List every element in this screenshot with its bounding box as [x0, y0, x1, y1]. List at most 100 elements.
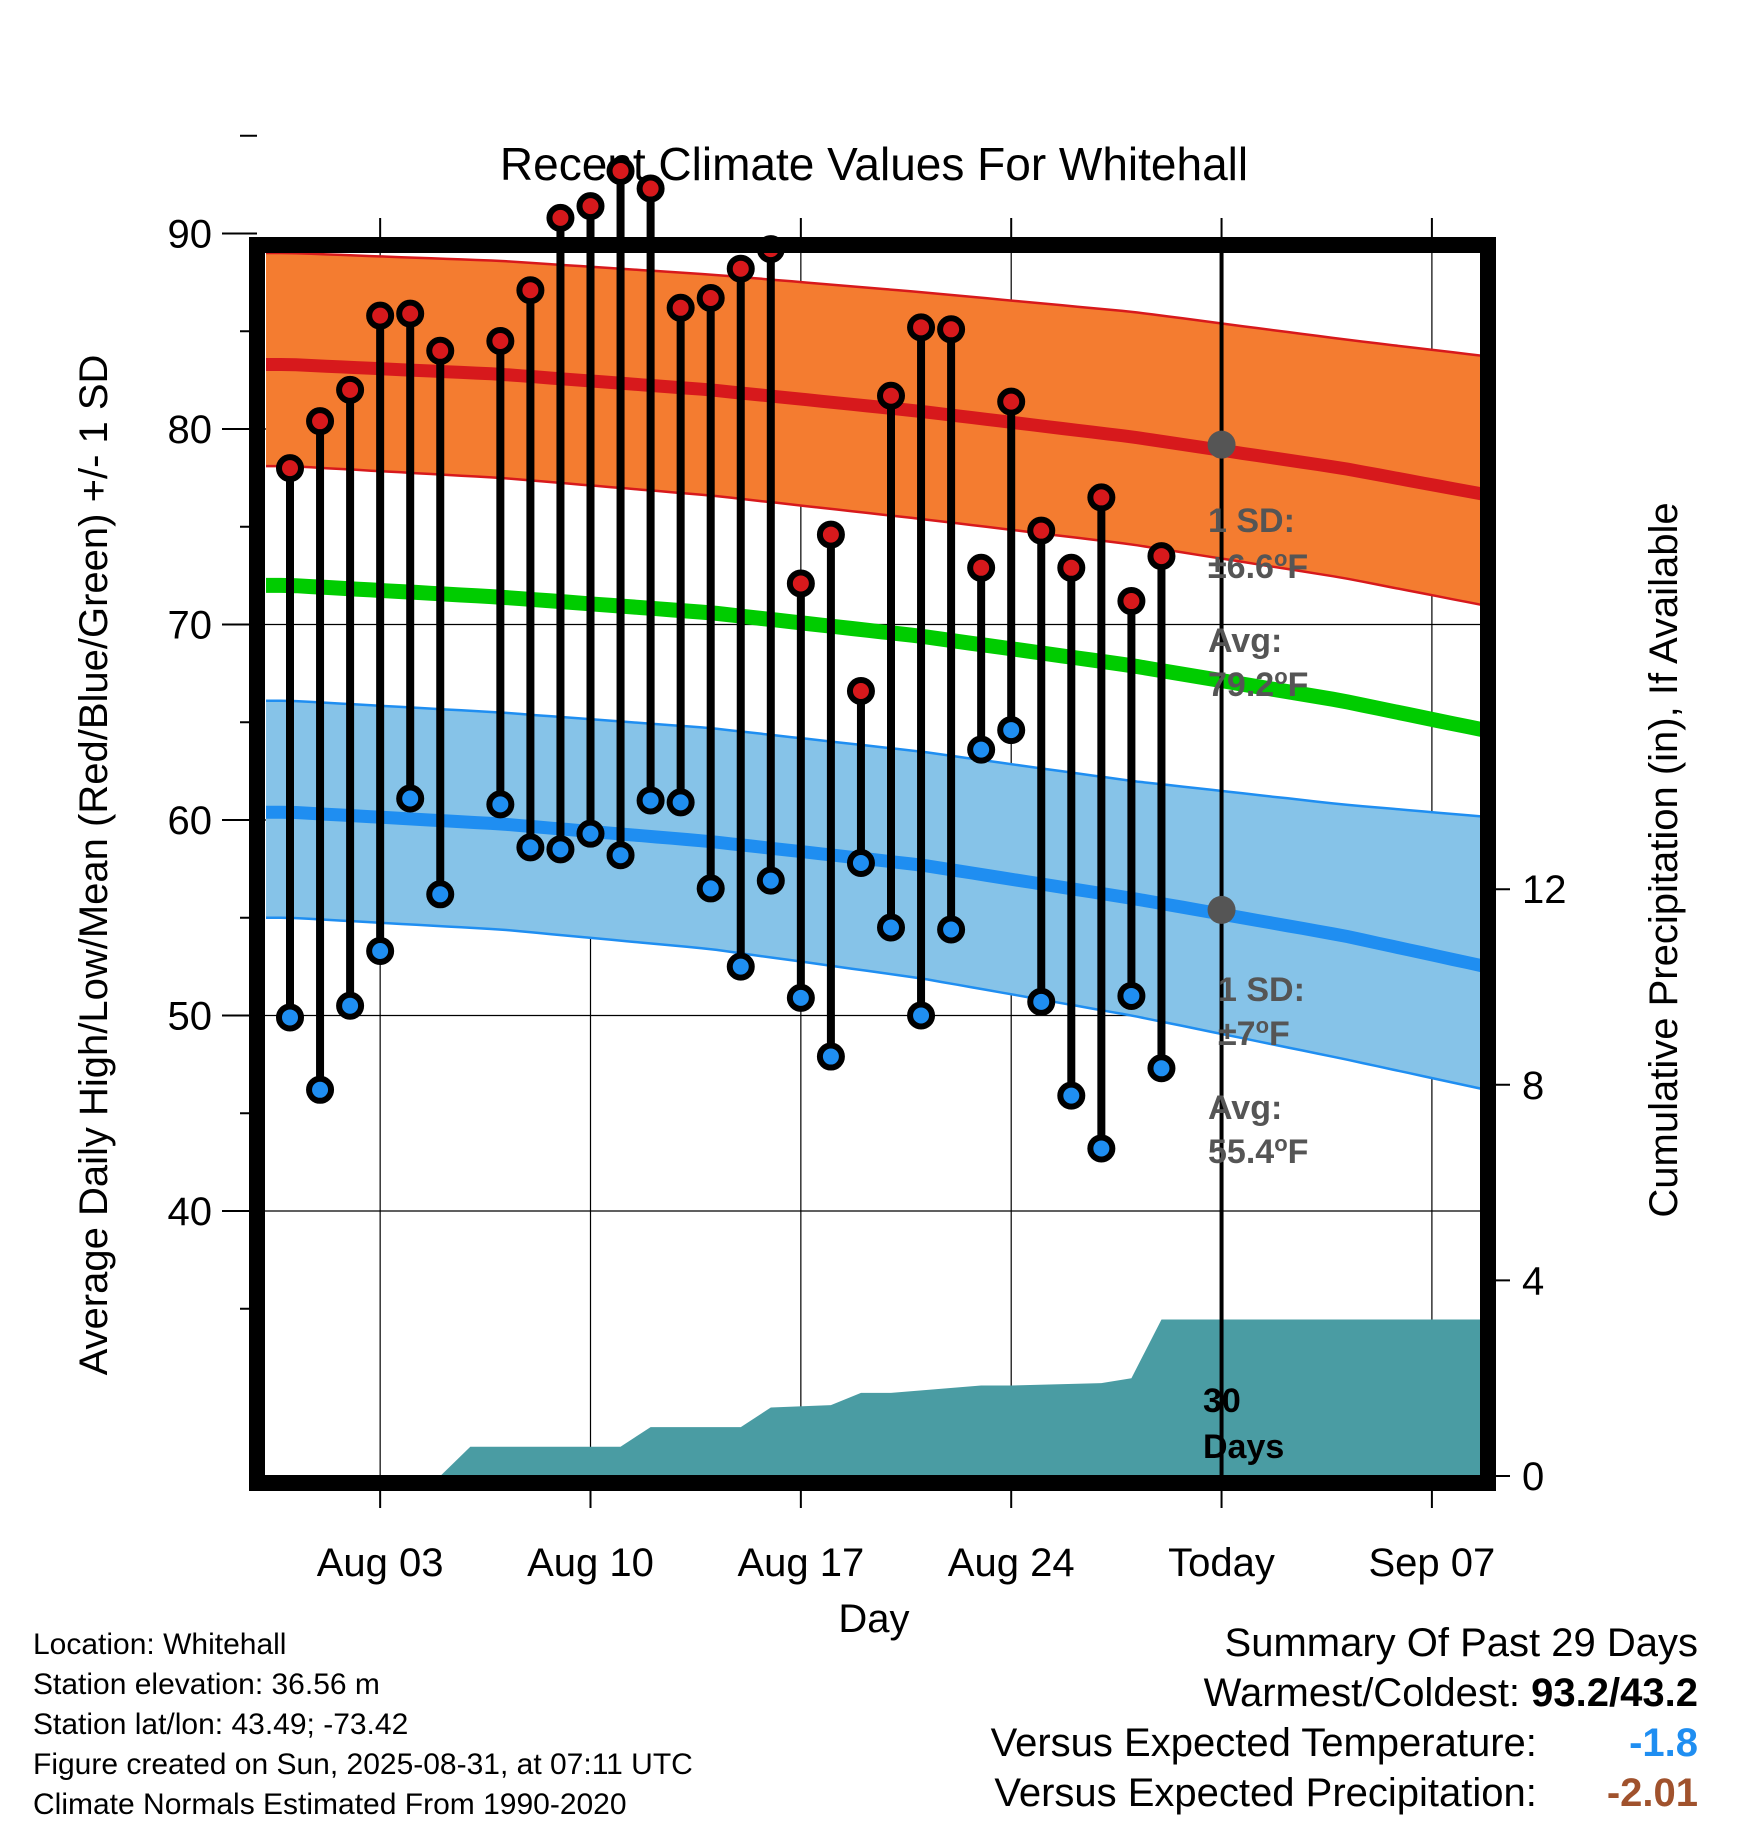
- x-tick-label: Aug 24: [948, 1541, 1075, 1585]
- daily-high-point: [937, 315, 966, 344]
- daily-low-point: [967, 735, 996, 764]
- daily-low-point: [396, 784, 425, 813]
- daily-low-point: [786, 983, 815, 1012]
- daily-marks: [276, 156, 1176, 1163]
- x-tick-label: Aug 10: [527, 1541, 654, 1585]
- daily-low-point: [276, 1003, 304, 1032]
- info-created: Figure created on Sun, 2025-08-31, at 07…: [33, 1748, 693, 1781]
- daily-high-point: [396, 299, 425, 328]
- y-axis-label: Average Daily High/Low/Mean (Red/Blue/Gr…: [72, 355, 116, 1376]
- daily-low-point: [877, 913, 905, 942]
- warm-cold-value: 93.2/43.2: [1531, 1671, 1698, 1715]
- daily-low-point: [1117, 981, 1146, 1010]
- plot-area: [264, 252, 1481, 1476]
- y2-tick-label: 12: [1522, 868, 1567, 912]
- daily-low-point: [516, 833, 545, 862]
- daily-high-point: [576, 192, 605, 221]
- info-normals: Climate Normals Estimated From 1990-2020: [33, 1788, 627, 1821]
- station-info: Location: Whitehall Station elevation: 3…: [33, 1625, 693, 1825]
- daily-high-point: [306, 407, 335, 436]
- daily-high-point: [967, 553, 996, 582]
- daily-high-point: [877, 381, 905, 410]
- annotations: 1 SD: ±6.6oF Avg: 79.2oF 1 SD: ±7oF Avg: 55.4oF…: [1203, 430, 1308, 1466]
- x-tick-label: Aug 03: [317, 1541, 444, 1585]
- high-avg-label: Avg:: [1208, 622, 1282, 660]
- y-tick-label: 40: [168, 1190, 213, 1234]
- daily-high-point: [1057, 553, 1086, 582]
- daily-low-point: [366, 936, 395, 965]
- daily-high-point: [606, 156, 635, 185]
- daily-low-point: [1087, 1134, 1116, 1163]
- daily-low-point: [997, 716, 1026, 745]
- daily-low-point: [1147, 1054, 1176, 1083]
- daily-low-point: [846, 849, 875, 878]
- summary-precip: Versus Expected Precipitation: -2.01: [798, 1768, 1698, 1818]
- daily-low-point: [606, 841, 635, 870]
- daily-low-point: [907, 1001, 936, 1030]
- info-latlon: Station lat/lon: 43.49; -73.42: [33, 1708, 409, 1741]
- precip-label: Versus Expected Precipitation:: [994, 1771, 1537, 1815]
- summary-title: Summary Of Past 29 Days: [1224, 1621, 1698, 1665]
- temp-label: Versus Expected Temperature:: [990, 1721, 1537, 1765]
- days-label-number: 30: [1203, 1382, 1241, 1420]
- daily-high-point: [426, 336, 455, 365]
- daily-low-point: [1027, 987, 1056, 1016]
- low-sd-value: ±7oF: [1218, 1013, 1290, 1054]
- days-label-text: Days: [1203, 1428, 1284, 1466]
- high-avg-value: 79.2oF: [1208, 664, 1308, 705]
- daily-high-point: [1027, 516, 1056, 545]
- daily-low-point: [696, 874, 725, 903]
- daily-low-point: [336, 991, 365, 1020]
- y-tick-label: 60: [168, 799, 213, 843]
- x-axis-label: Day: [838, 1597, 909, 1641]
- y2-axis-label: Cumulative Precipitation (in), If Availa…: [1642, 502, 1686, 1217]
- daily-high-point: [486, 327, 515, 356]
- high-sd-label: 1 SD:: [1208, 502, 1295, 540]
- daily-high-point: [816, 520, 845, 549]
- y-tick-label: 80: [168, 408, 213, 452]
- daily-high-point: [546, 203, 575, 232]
- daily-high-point: [846, 676, 875, 705]
- high-sd-band: [266, 253, 1481, 605]
- daily-high-point: [366, 301, 395, 330]
- daily-low-point: [937, 915, 966, 944]
- today-avg-high-marker: [1207, 430, 1236, 459]
- daily-high-point: [276, 454, 304, 483]
- low-avg-label: Avg:: [1208, 1089, 1282, 1127]
- info-location: Location: Whitehall: [33, 1628, 287, 1661]
- daily-high-point: [336, 375, 365, 404]
- low-sd-band: [266, 700, 1481, 1089]
- daily-low-point: [1057, 1081, 1086, 1110]
- daily-high-point: [786, 569, 815, 598]
- daily-high-point: [907, 313, 936, 342]
- y-tick-label: 50: [168, 995, 213, 1039]
- daily-low-point: [546, 835, 575, 864]
- y2-tick-label: 4: [1522, 1259, 1544, 1303]
- daily-low-point: [726, 952, 755, 981]
- daily-low-point: [816, 1042, 845, 1071]
- info-elevation: Station elevation: 36.56 m: [33, 1668, 380, 1701]
- daily-high-point: [1147, 542, 1176, 571]
- daily-high-point: [1117, 587, 1146, 616]
- summary-temp: Versus Expected Temperature: -1.8: [798, 1718, 1698, 1768]
- summary-warm-cold: Warmest/Coldest: 93.2/43.2: [798, 1668, 1698, 1718]
- y-tick-label: 70: [168, 604, 213, 648]
- daily-low-point: [486, 790, 515, 819]
- daily-high-point: [636, 174, 665, 203]
- daily-low-point: [636, 786, 665, 815]
- plot-frame: [249, 237, 1496, 1491]
- y-tick-label: 90: [168, 213, 213, 257]
- y2-tick-label: 0: [1522, 1455, 1544, 1499]
- daily-high-point: [516, 276, 545, 305]
- today-avg-low-marker: [1207, 895, 1236, 924]
- x-tick-label: Today: [1168, 1541, 1275, 1585]
- daily-high-point: [1087, 483, 1116, 512]
- daily-low-point: [426, 880, 455, 909]
- daily-low-point: [756, 866, 785, 895]
- low-avg-value: 55.4oF: [1208, 1131, 1308, 1172]
- y2-tick-label: 8: [1522, 1064, 1544, 1108]
- low-sd-lower-line: [266, 916, 1481, 1090]
- x-tick-label: Sep 07: [1369, 1541, 1496, 1585]
- daily-low-point: [576, 819, 605, 848]
- daily-high-point: [666, 293, 695, 322]
